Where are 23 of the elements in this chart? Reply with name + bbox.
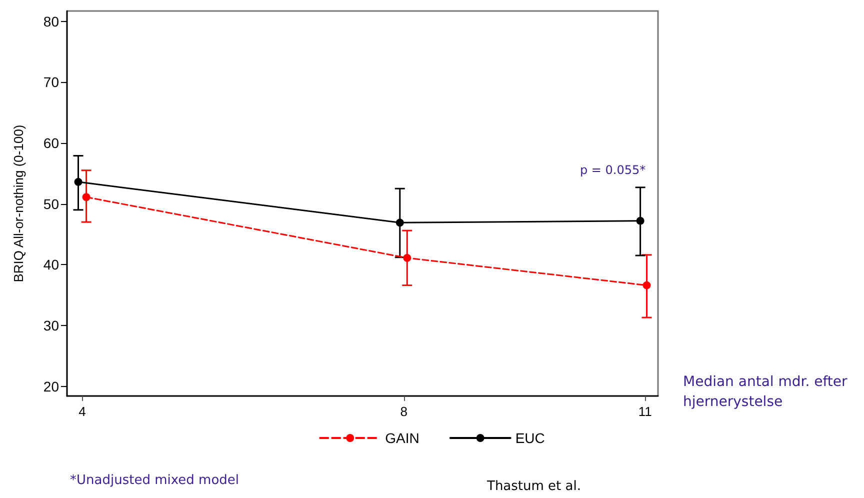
text: *Unadjusted mixed model xyxy=(70,473,240,488)
x-tick-label: 11 xyxy=(638,404,652,419)
legend-label: EUC xyxy=(515,430,545,446)
point xyxy=(396,218,404,227)
y-axis-title: BRIQ All-or-nothing (0-100) xyxy=(11,124,26,282)
point xyxy=(636,216,644,225)
point xyxy=(82,193,90,202)
legend-label: GAIN xyxy=(385,430,420,446)
y-tick-label: 50 xyxy=(43,196,60,212)
x-axis-title: Median antal mdr. efter hjernerystelse xyxy=(683,374,852,410)
y-tick-label: 40 xyxy=(43,256,60,273)
point xyxy=(74,178,82,186)
point xyxy=(403,254,412,262)
y-tick-label: 60 xyxy=(43,134,60,151)
x-tick-label: 4 xyxy=(78,404,86,419)
y-tick-label: 30 xyxy=(43,317,60,334)
text: Thastum et al. xyxy=(486,479,581,494)
x-tick-label: 8 xyxy=(400,404,408,419)
y-tick-label: 70 xyxy=(43,74,60,90)
annotation: p = 0.055* xyxy=(580,163,646,177)
y-tick-label: 80 xyxy=(43,13,60,30)
y-tick-label: 20 xyxy=(43,378,60,394)
point xyxy=(642,281,651,290)
